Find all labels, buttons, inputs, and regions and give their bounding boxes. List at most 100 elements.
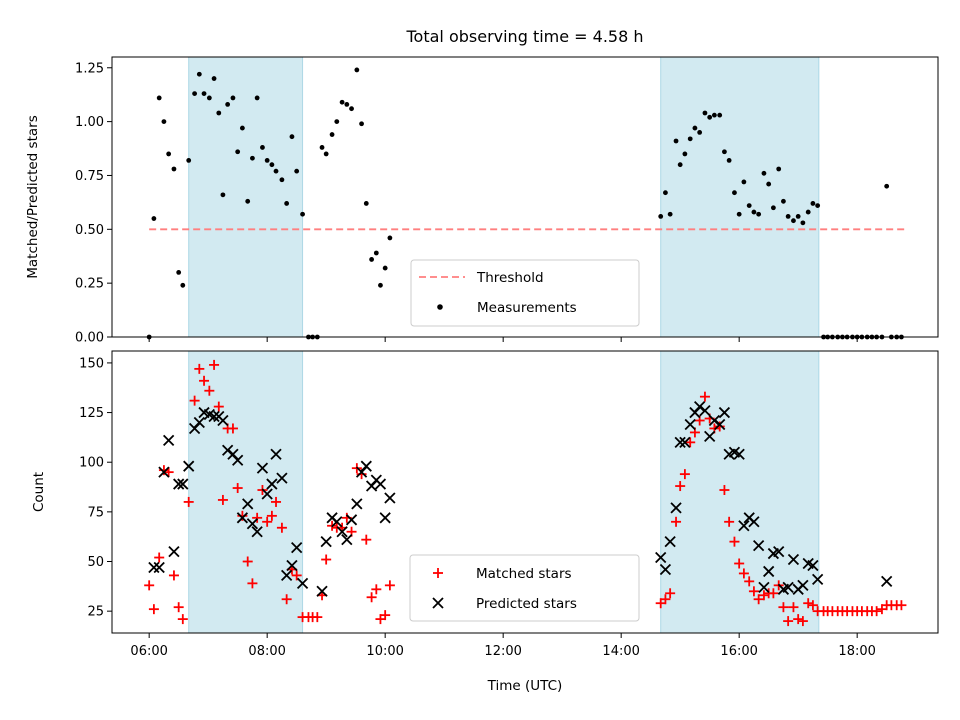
predicted-star-point <box>718 406 731 419</box>
measurement-point <box>161 119 167 125</box>
predicted-star-point <box>733 448 745 460</box>
predicted-star-point <box>360 460 372 472</box>
measurement-point <box>756 211 762 217</box>
matched-star-point <box>788 602 799 613</box>
predicted-star-point <box>797 579 809 591</box>
matched-star-point <box>807 600 818 611</box>
matched-star-point <box>227 423 238 434</box>
predicted-star-point <box>217 414 229 427</box>
measurement-point <box>781 198 786 204</box>
predicted-star-point <box>316 585 328 597</box>
measurement-point <box>171 166 177 172</box>
measurement-point <box>736 211 742 217</box>
x-tick-label: 12:00 <box>484 644 521 659</box>
measurement-point <box>250 155 255 161</box>
predicted-star-point <box>773 545 785 558</box>
measurement-point <box>692 125 698 131</box>
chart-title: Total observing time = 4.58 h <box>405 27 643 46</box>
matched-star-point <box>380 610 391 621</box>
x-tick-label: 14:00 <box>602 644 639 659</box>
predicted-star-point <box>251 526 263 538</box>
predicted-star-point <box>193 416 205 429</box>
matched-star-point <box>321 554 332 565</box>
measurement-point <box>785 213 791 219</box>
measurement-point <box>211 76 217 81</box>
x-tick-label: 06:00 <box>130 644 167 659</box>
matched-star-point <box>671 516 682 527</box>
bottom-y-tick-label: 25 <box>87 605 104 620</box>
measurement-point <box>354 67 360 73</box>
matched-star-point <box>276 522 287 533</box>
top-shaded-interval-0 <box>188 56 304 338</box>
bottom-count-points <box>144 359 907 627</box>
x-tick-label: 16:00 <box>720 644 757 659</box>
predicted-star-point <box>158 466 170 478</box>
matched-star-point <box>232 483 243 494</box>
top-y-tick-label: 0.50 <box>75 223 104 238</box>
matched-star-point <box>271 496 282 507</box>
measurement-point <box>196 71 202 77</box>
predicted-star-point <box>787 553 800 566</box>
measurement-point <box>791 218 796 224</box>
matched-star-point <box>699 391 710 402</box>
matched-star-point <box>793 614 804 625</box>
measurement-point <box>192 91 198 97</box>
measurement-point <box>289 134 295 140</box>
bottom-y-tick-label: 50 <box>87 555 104 570</box>
matched-star-point <box>660 594 671 605</box>
predicted-star-point <box>763 565 775 578</box>
measurement-point <box>800 220 806 226</box>
predicted-star-point <box>374 478 387 490</box>
x-axis-label: Time (UTC) <box>487 678 563 694</box>
predicted-star-point <box>236 512 249 524</box>
predicted-star-point <box>168 545 180 558</box>
measurement-point <box>235 149 241 155</box>
measurement-point <box>682 151 688 157</box>
predicted-star-point <box>738 520 750 532</box>
measurement-point <box>245 198 251 204</box>
predicted-star-point <box>659 563 672 576</box>
top-y-tick-label: 0.75 <box>75 169 104 184</box>
matched-star-point <box>144 580 155 591</box>
measurement-point <box>323 151 329 157</box>
measurement-point <box>294 168 300 174</box>
predicted-star-point <box>242 498 254 510</box>
predicted-star-point <box>708 414 721 427</box>
matched-star-point <box>204 385 215 396</box>
matched-star-point <box>242 556 253 567</box>
x-tick-label: 10:00 <box>366 644 403 659</box>
ratio-panel: 0.00 0.25 0.50 0.75 1.00 1.25 Matched/Predict… <box>25 56 939 346</box>
matched-star-point <box>312 612 323 623</box>
measurement-point <box>766 181 772 187</box>
predicted-star-point <box>222 444 234 456</box>
measurement-point <box>273 168 279 174</box>
top-shaded-intervals <box>188 56 820 338</box>
predicted-star-point <box>153 561 165 574</box>
measurement-point <box>795 213 801 219</box>
measurement-point <box>746 203 752 209</box>
predicted-star-point <box>881 575 893 588</box>
matched-star-point <box>361 534 372 545</box>
predicted-star-point <box>694 400 706 413</box>
matched-star-point <box>199 375 210 386</box>
top-legend-box <box>410 259 640 327</box>
measurement-point <box>711 112 717 118</box>
matched-star-point <box>281 594 292 605</box>
matched-star-point <box>209 359 220 370</box>
matched-star-point <box>366 592 377 603</box>
matched-star-point <box>871 606 882 617</box>
matched-star-point <box>237 510 248 521</box>
measurement-point <box>884 183 890 189</box>
predicted-star-point <box>807 559 819 572</box>
measurement-point <box>761 170 767 176</box>
matched-star-point <box>183 496 194 507</box>
top-y-tick-label: 1.00 <box>75 115 104 130</box>
matched-star-point <box>748 586 759 597</box>
measurement-point <box>230 95 236 101</box>
measurement-point <box>373 250 379 256</box>
measurement-point <box>369 257 374 262</box>
predicted-star-point <box>266 478 278 490</box>
predicted-star-point <box>704 430 716 443</box>
matched-star-point <box>665 588 676 599</box>
measurement-point <box>334 119 340 125</box>
